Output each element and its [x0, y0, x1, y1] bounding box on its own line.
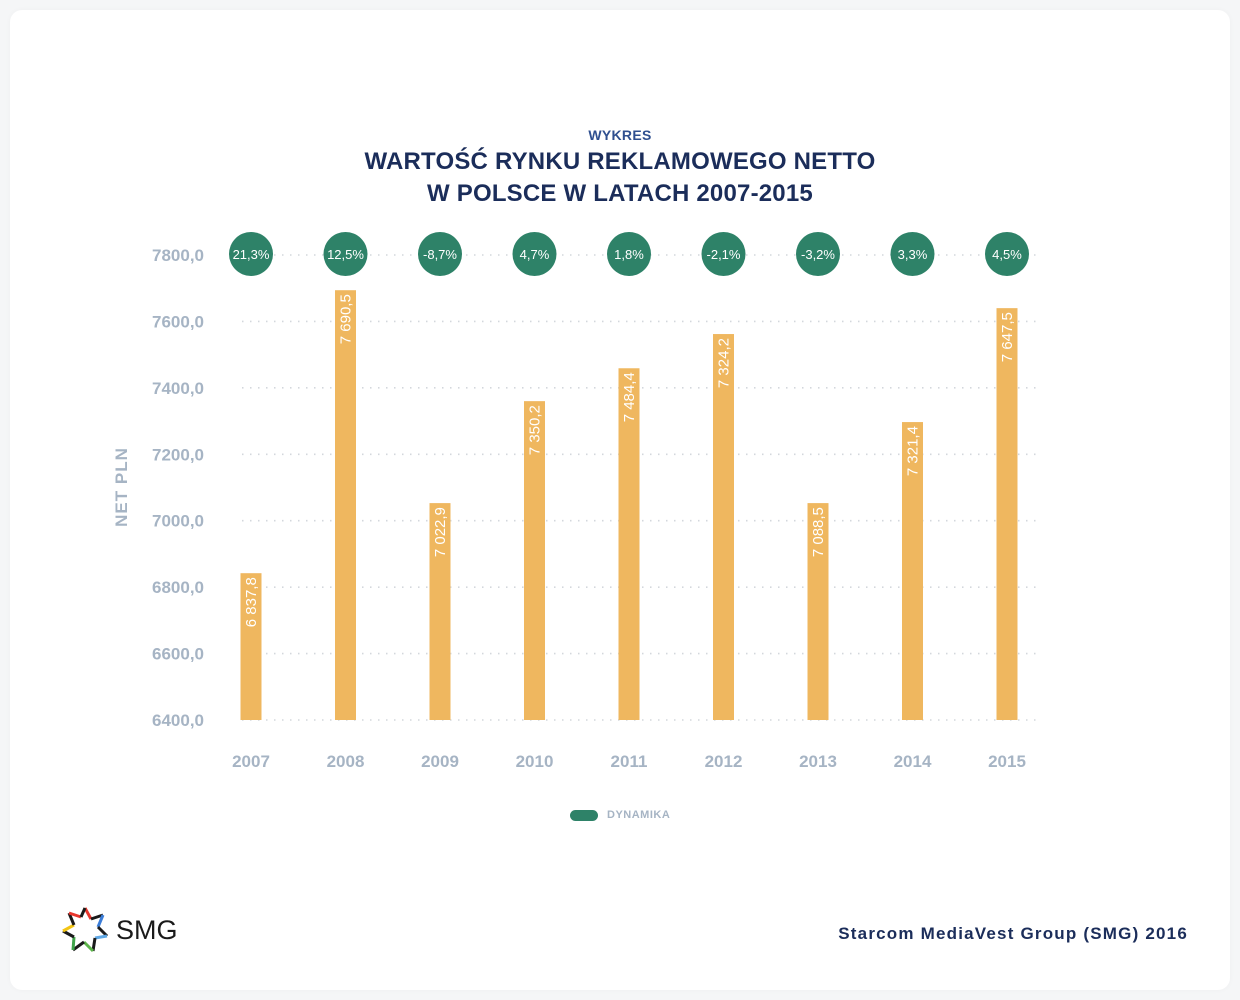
legend-label: DYNAMIKA: [607, 809, 671, 821]
bars: 6 837,8 7 690,5 7 022,9 7 350,2 7 484,4 7 324…: [240, 290, 1018, 720]
bar-value-label: 7 350,2: [527, 405, 544, 455]
dynamics-label: 4,5%: [992, 247, 1022, 262]
legend-swatch-dynamika: [570, 809, 598, 821]
y-tick-label: 6800,0: [152, 578, 204, 597]
y-tick-label: 7600,0: [152, 312, 204, 331]
dynamics-marker-2008: [323, 232, 368, 276]
bar-value-label: 7 690,5: [338, 294, 355, 344]
chart-title-line-2: W POLSCE W LATACH 2007-2015: [427, 180, 813, 207]
bar-2013: [807, 503, 829, 720]
bar-2014: [902, 422, 923, 720]
bar-2008: [335, 290, 356, 720]
x-tick-label: 2012: [705, 752, 743, 771]
dynamics-markers: 21,3% 12,5% -8,7% 4,7% 1,8% -2,1% -3,2% 3,3% 4,5…: [229, 232, 1029, 276]
dynamics-marker-2011: [607, 232, 651, 276]
chart-title-line-1: WARTOŚĆ RYNKU REKLAMOWEGO NETTO: [364, 148, 876, 175]
legend: DYNAMIKA: [570, 809, 670, 821]
bar-value-label: 7 324,2: [716, 338, 733, 388]
dynamics-label: -2,1%: [707, 247, 741, 262]
x-tick-label: 2014: [894, 752, 932, 771]
bar-2007: [240, 573, 262, 720]
bar-value-label: 7 484,4: [621, 372, 638, 422]
dynamics-label: 1,8%: [614, 247, 644, 262]
x-tick-label: 2009: [421, 752, 459, 771]
dynamics-marker-2009: [418, 232, 462, 276]
x-tick-label: 2013: [799, 752, 837, 771]
dynamics-marker-2014: [890, 232, 935, 276]
y-tick-label: 7800,0: [152, 246, 204, 265]
bar-value-label: 7 088,5: [810, 507, 827, 557]
dynamics-marker-2013: [796, 232, 840, 276]
dynamics-label: 4,7%: [520, 247, 550, 262]
dynamics-marker-2012: [701, 232, 746, 276]
dynamics-label: 3,3%: [898, 247, 928, 262]
bar-value-label: 6 837,8: [243, 577, 260, 627]
x-tick-label: 2008: [327, 752, 365, 771]
x-axis: 2007 2008 2009 2010 2011 2012 2013 2014 2015: [232, 752, 1026, 771]
dynamics-marker-2015: [985, 232, 1029, 276]
x-tick-label: 2015: [988, 752, 1026, 771]
x-tick-label: 2010: [516, 752, 554, 771]
y-axis: 6400,0 6600,0 6800,0 7000,0 7200,0 7400,0 7600…: [152, 246, 204, 730]
chart-title: WARTOŚĆ RYNKU REKLAMOWEGO NETTO W POLSCE…: [0, 146, 1240, 210]
bar-2009: [429, 503, 451, 720]
dynamics-marker-2007: [229, 232, 273, 276]
bar-value-label: 7 647,5: [999, 312, 1016, 362]
dynamics-marker-2010: [512, 232, 557, 276]
bar-2012: [713, 334, 734, 720]
dynamics-label: 21,3%: [233, 247, 270, 262]
y-tick-label: 7200,0: [152, 445, 204, 464]
x-tick-label: 2011: [611, 752, 648, 771]
smg-star-icon: [62, 907, 109, 953]
chart-kicker: WYKRES: [588, 127, 652, 143]
bar-value-label: 7 022,9: [432, 507, 449, 557]
dynamics-label: -3,2%: [801, 247, 835, 262]
y-tick-label: 7400,0: [152, 379, 204, 398]
y-axis-label: NET PLN: [112, 447, 131, 527]
x-tick-label: 2007: [232, 752, 270, 771]
bar-2011: [618, 368, 640, 720]
logo-text: SMG: [116, 914, 178, 945]
dynamics-label: 12,5%: [327, 247, 364, 262]
smg-logo: SMG: [60, 905, 178, 955]
y-tick-label: 7000,0: [152, 512, 204, 531]
bar-value-label: 7 321,4: [905, 426, 922, 476]
y-tick-label: 6400,0: [152, 711, 204, 730]
bar-2010: [524, 401, 545, 720]
y-tick-label: 6600,0: [152, 645, 204, 664]
dynamics-label: -8,7%: [423, 247, 457, 262]
bar-2015: [996, 308, 1018, 720]
source-credit: Starcom MediaVest Group (SMG) 2016: [838, 924, 1188, 943]
